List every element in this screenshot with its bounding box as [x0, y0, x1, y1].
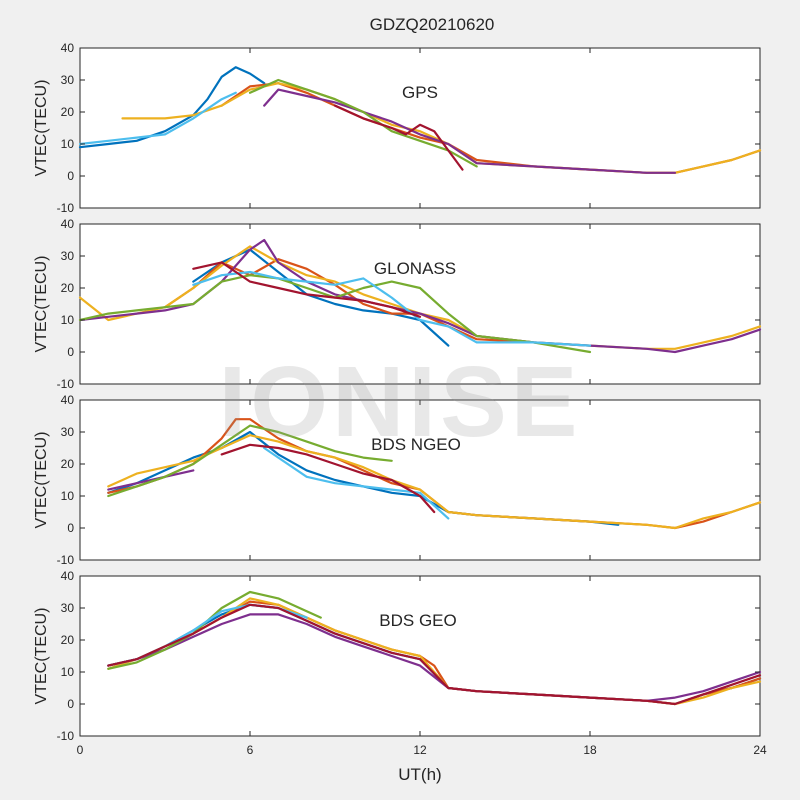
series-line: [78, 66, 266, 149]
panel-title: GPS: [402, 83, 438, 102]
y-axis-label: VTEC(TECU): [33, 80, 50, 177]
y-tick-label: 0: [67, 169, 74, 183]
figure-title: GDZQ20210620: [370, 15, 495, 34]
y-tick-label: 30: [61, 73, 75, 87]
y-tick-label: -10: [57, 553, 75, 567]
y-tick-label: 40: [61, 569, 75, 583]
series-line: [107, 613, 762, 702]
series-line: [78, 274, 592, 354]
series-line: [107, 469, 195, 491]
y-tick-label: 30: [61, 601, 75, 615]
series-line: [107, 424, 393, 498]
x-tick-label: 6: [247, 743, 254, 757]
y-tick-label: 20: [61, 457, 75, 471]
plot-area: [79, 223, 761, 385]
x-tick-label: 24: [753, 743, 767, 757]
series-line: [248, 78, 478, 168]
y-tick-label: 30: [61, 249, 75, 263]
y-tick-label: 0: [67, 521, 74, 535]
series-line: [107, 603, 762, 706]
series-line: [333, 104, 464, 171]
x-tick-label: 18: [583, 743, 597, 757]
plot-area: [79, 47, 761, 209]
y-tick-label: 0: [67, 345, 74, 359]
panel-2: -10 0 10 20 30 40 BDS NGEO VTEC(TECU): [33, 393, 762, 567]
y-tick-label: 20: [61, 633, 75, 647]
panel-title: BDS GEO: [379, 611, 456, 630]
series-line: [220, 443, 436, 514]
x-axis-label: UT(h): [398, 765, 441, 784]
y-tick-label: -10: [57, 729, 75, 743]
series-line: [78, 91, 237, 146]
x-tick-label: 0: [77, 743, 84, 757]
plot-area: [79, 399, 761, 561]
panel-0: -10 0 10 20 30 40 GPS VTEC(TECU): [33, 41, 762, 215]
x-tick-label: 12: [413, 743, 427, 757]
y-tick-label: 40: [61, 217, 75, 231]
y-tick-label: 20: [61, 281, 75, 295]
y-axis-label: VTEC(TECU): [33, 432, 50, 529]
series-line: [107, 590, 322, 670]
y-tick-label: 40: [61, 41, 75, 55]
y-tick-label: 10: [61, 137, 75, 151]
y-tick-label: 20: [61, 105, 75, 119]
y-axis-label: VTEC(TECU): [33, 608, 50, 705]
y-tick-label: 0: [67, 697, 74, 711]
series-line: [78, 245, 762, 350]
y-tick-label: 40: [61, 393, 75, 407]
panel-title: BDS NGEO: [371, 435, 461, 454]
series-line: [192, 261, 422, 318]
y-tick-label: 30: [61, 425, 75, 439]
panel-title: GLONASS: [374, 259, 456, 278]
y-tick-label: 10: [61, 489, 75, 503]
series-line: [192, 270, 592, 347]
series-line: [263, 88, 677, 174]
y-tick-label: -10: [57, 201, 75, 215]
panels-group: -10010203040GPSVTEC(TECU)-10010203040GLO…: [33, 41, 767, 757]
panel-1: -10 0 10 20 30 40 GLONASS VTEC(TECU): [33, 217, 762, 391]
y-tick-label: 10: [61, 665, 75, 679]
y-tick-label: -10: [57, 377, 75, 391]
y-tick-label: 10: [61, 313, 75, 327]
y-axis-label: VTEC(TECU): [33, 256, 50, 353]
